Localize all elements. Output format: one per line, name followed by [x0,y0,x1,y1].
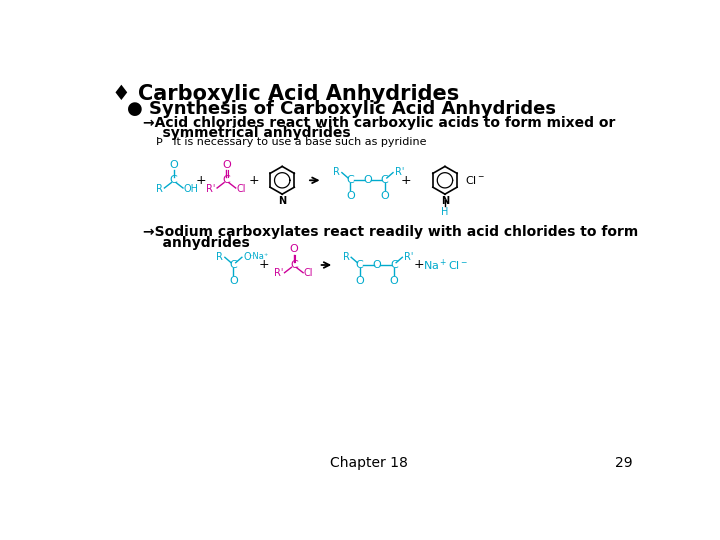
Text: OH: OH [184,184,199,194]
Text: R: R [156,184,163,194]
Text: Cl$^-$: Cl$^-$ [465,174,485,186]
Text: Na$^+$Cl$^-$: Na$^+$Cl$^-$ [423,258,469,273]
Text: R': R' [206,184,215,194]
Text: +: + [196,174,206,187]
Text: C: C [390,260,397,270]
Text: O: O [390,276,398,286]
Text: anhydrides: anhydrides [143,236,249,249]
Text: Chapter 18: Chapter 18 [330,456,408,470]
Text: Cl: Cl [236,184,246,194]
Text: ♦ Carboxylic Acid Anhydrides: ♦ Carboxylic Acid Anhydrides [112,84,459,104]
Text: +: + [249,174,260,187]
Text: ⁻Na⁺: ⁻Na⁺ [249,252,269,261]
Text: +: + [414,259,425,272]
Text: O: O [372,260,381,270]
Text: C: C [222,176,230,185]
Text: →Sodium carboxylates react readily with acid chlorides to form: →Sodium carboxylates react readily with … [143,225,638,239]
Text: O: O [363,176,372,185]
Text: symmetrical anhydrides: symmetrical anhydrides [143,126,351,140]
Text: +: + [401,174,412,187]
Text: →Acid chlorides react with carboxylic acids to form mixed or: →Acid chlorides react with carboxylic ac… [143,116,615,130]
Text: Þ   It is necessary to use a base such as pyridine: Þ It is necessary to use a base such as … [156,137,426,147]
Text: O: O [222,159,231,170]
Text: R: R [333,167,341,177]
Text: C: C [381,176,388,185]
Text: Cl: Cl [304,268,313,279]
Text: O: O [243,252,251,261]
Text: O: O [346,191,355,201]
Text: R': R' [274,268,283,279]
Text: ● Synthesis of Carboxylic Acid Anhydrides: ● Synthesis of Carboxylic Acid Anhydride… [127,100,557,118]
Text: R': R' [404,252,413,261]
Text: 29: 29 [615,456,632,470]
Text: N: N [278,195,287,206]
Text: +: + [259,259,270,272]
Text: O: O [289,244,298,254]
Text: H: H [441,207,449,217]
Text: N: N [441,195,449,206]
Text: O: O [380,191,389,201]
Text: O: O [356,276,364,286]
Text: R: R [343,252,350,261]
Text: C: C [356,260,364,270]
Text: C: C [230,260,238,270]
Text: R': R' [395,167,404,177]
Text: O: O [169,159,178,170]
Text: R: R [217,252,223,261]
Text: C: C [290,260,297,270]
Text: O: O [229,276,238,286]
Text: C: C [346,176,354,185]
Text: C: C [170,176,178,185]
